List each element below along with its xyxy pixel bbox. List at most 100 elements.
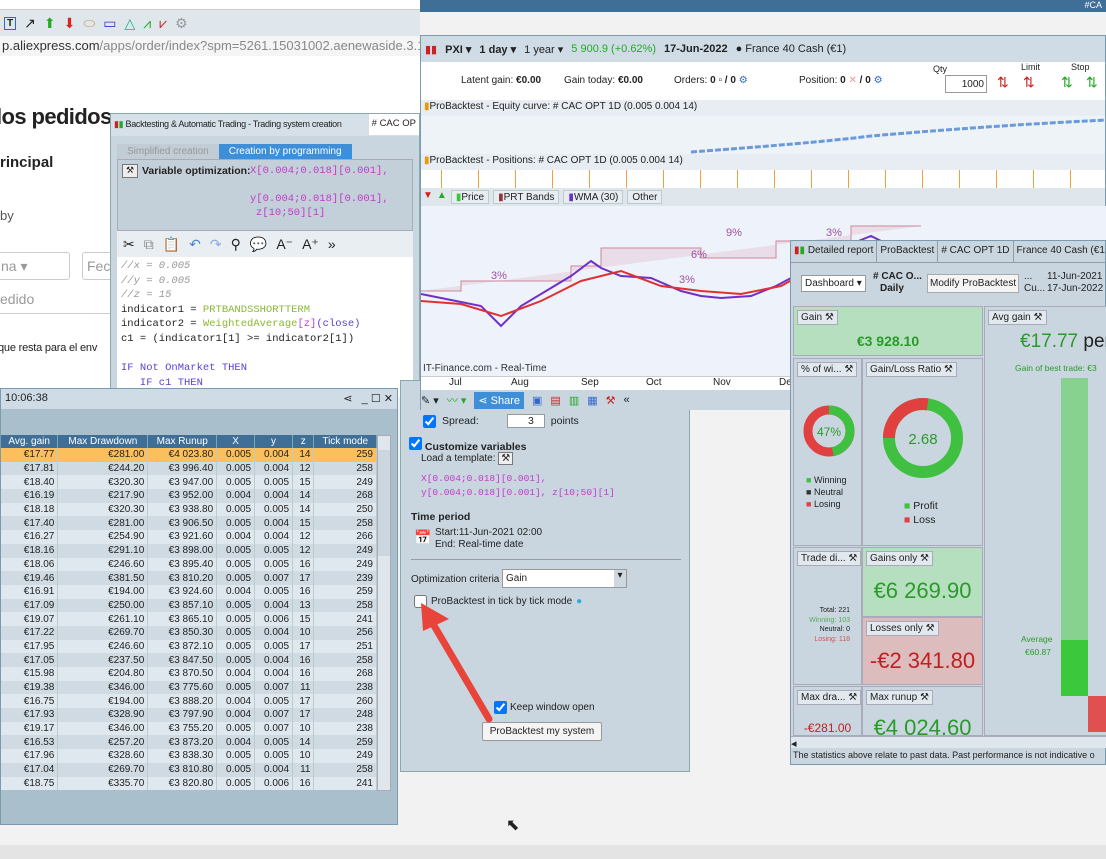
interval-select[interactable]: 1 day ▾ [479,43,517,56]
qty-input[interactable]: 1000 [945,75,987,93]
tab-detailed-report[interactable]: ▮▮ Detailed report [791,241,878,262]
legend-other[interactable]: Other [627,190,663,204]
tab-probacktest[interactable]: ProBacktest [877,241,939,262]
tab-cac[interactable]: #CA [1084,0,1102,10]
window-title-bar[interactable]: ▮▮ Backtesting & Automatic Trading - Tra… [111,114,419,136]
undo-icon[interactable]: ↶ [189,235,201,252]
table-row[interactable]: €15.98 €204.80 €3 870.50 0.004 0.004 16 268 [1,667,377,681]
table-row[interactable]: €18.18 €320.30 €3 938.80 0.005 0.005 14 250 [1,502,377,517]
table-row[interactable]: €18.06 €246.60 €3 895.40 0.005 0.005 16 249 [1,557,377,572]
more-icon[interactable]: » [327,236,336,252]
table-row[interactable]: €18.16 €291.10 €3 898.00 0.005 0.005 12 249 [1,543,377,558]
ticker-select[interactable]: PXI ▾ [445,43,472,56]
column-header[interactable]: Max Drawdown [57,435,149,448]
fan-tool-icon[interactable]: ⩗ [159,14,168,31]
channel-tool-icon[interactable]: ⩘ [143,14,152,31]
browser-search-bar[interactable] [0,0,420,10]
draw-pencil-icon[interactable]: ✎ ▾ [421,394,439,407]
criteria-select[interactable]: Gain ▾ [502,569,627,588]
share-icon[interactable]: ⋖ [343,393,353,405]
table-row[interactable]: €16.19 €217.90 €3 952.00 0.004 0.004 14 268 [1,489,377,503]
column-header[interactable]: z [292,435,315,448]
modify-probacktest-button[interactable]: Modify ProBacktest [927,274,1019,293]
column-header[interactable]: Tick mode [313,435,377,448]
triangle-tool-icon[interactable]: △ [124,14,136,31]
ellipse-tool-icon[interactable]: ⬭ [83,14,96,31]
tab-simplified-creation[interactable]: Simplified creation [117,144,219,159]
table-row[interactable]: €17.96 €328.60 €3 838.30 0.005 0.005 10 249 [1,749,377,763]
results-scrollbar[interactable] [377,435,391,791]
legend-price[interactable]: ▮Price [450,190,490,204]
wrench-icon[interactable]: ⚒ [122,164,138,178]
table-row[interactable]: €16.91 €194.00 €3 924.60 0.004 0.005 16 259 [1,584,377,599]
rectangle-tool-icon[interactable]: ▭ [103,14,117,31]
table-row[interactable]: €17.77 €281.00 €4 023.80 0.005 0.004 14 259 [1,448,377,462]
orders-icon[interactable]: ▥ [568,394,580,407]
backtest-icon[interactable]: ⚒ [605,394,616,407]
text-tool-icon[interactable]: T [4,16,17,30]
table-row[interactable]: €19.46 €381.50 €3 810.20 0.005 0.007 17 239 [1,571,377,585]
sell-arrow-icon[interactable]: ⬇ [63,14,76,31]
compare-icon[interactable]: ▦ [587,394,598,407]
table-row[interactable]: €17.22 €269.70 €3 850.30 0.005 0.004 10 256 [1,625,377,640]
keep-window-open-checkbox[interactable] [494,701,507,714]
info-bubble-icon[interactable]: ● [576,596,583,607]
table-row[interactable]: €17.09 €250.00 €3 857.10 0.005 0.004 13 258 [1,598,377,613]
chat-icon[interactable]: ▣ [532,394,543,407]
filter-select[interactable]: na ▾ [0,252,70,280]
redo-icon[interactable]: ↷ [209,235,222,252]
table-row[interactable]: €18.40 €320.30 €3 947.00 0.005 0.005 15 249 [1,475,377,490]
table-row[interactable]: €19.38 €346.00 €3 775.60 0.005 0.007 11 238 [1,680,377,695]
limit-buy-button[interactable]: ⇅ [997,74,1009,90]
probacktest-my-system-button[interactable]: ProBacktest my system [482,722,602,741]
table-row[interactable]: €17.40 €281.00 €3 906.50 0.005 0.004 15 258 [1,516,377,531]
address-bar[interactable]: p.aliexpress.com/apps/order/index?spm=52… [0,36,420,56]
tab-cac-opt[interactable]: # CAC OPT 1D [938,241,1014,262]
paste-icon[interactable]: 📋 [162,235,181,252]
report-icon[interactable]: ▤ [550,394,561,407]
position-gear-icon[interactable]: ⚙ [873,75,883,86]
calendar-icon[interactable]: 📅 [414,529,432,545]
table-row[interactable]: €18.75 €335.70 €3 820.80 0.005 0.006 16 241 [1,776,377,791]
spread-checkbox[interactable] [423,414,436,428]
stop-buy-button[interactable]: ⇅ [1061,74,1073,90]
table-row[interactable]: €19.07 €261.10 €3 865.10 0.005 0.006 15 241 [1,612,377,626]
dashboard-select[interactable]: Dashboard ▾ [801,275,866,292]
title-tab[interactable]: # CAC OP [368,114,419,135]
table-row[interactable]: €17.04 €269.70 €3 810.80 0.005 0.004 11 258 [1,762,377,777]
tab-creation-by-programming[interactable]: Creation by programming [218,144,352,159]
spread-input[interactable]: 3 [506,414,545,428]
report-scrollbar[interactable]: ◂ [791,736,1106,750]
column-header[interactable]: X [216,435,256,448]
table-row[interactable]: €16.27 €254.90 €3 921.60 0.004 0.004 12 266 [1,530,377,544]
tab-instrument[interactable]: France 40 Cash (€1) [1016,245,1106,256]
order-search-input[interactable]: edido [0,286,112,314]
table-row[interactable]: €17.81 €244.20 €3 996.40 0.005 0.004 12 258 [1,461,377,476]
legend-wma[interactable]: ▮WMA (30) [563,190,624,204]
orders-gear-icon[interactable]: ⚙ [738,75,748,86]
table-row[interactable]: €19.17 €346.00 €3 755.20 0.005 0.007 10 238 [1,721,377,736]
cut-icon[interactable]: ✂ [123,235,135,252]
column-header[interactable]: Max Runup [147,435,218,448]
stop-sell-button[interactable]: ⇅ [1086,74,1098,90]
customize-variables-checkbox[interactable] [409,437,422,450]
font-increase-icon[interactable]: A⁺ [302,235,319,252]
minimize-icon[interactable]: _ [361,393,368,405]
collapse-icon[interactable]: ▼ [423,190,433,201]
table-row[interactable]: €16.53 €257.20 €3 873.20 0.004 0.005 14 259 [1,735,377,750]
maximize-icon[interactable]: ☐ [370,393,381,405]
share-button[interactable]: ⋖ Share [474,391,525,409]
code-editor[interactable]: //x = 0.005//y = 0.005//z = 15 indicator1… [117,257,413,397]
range-select[interactable]: 1 year ▾ [524,43,564,56]
close-icon[interactable]: ✕ [383,393,393,405]
table-row[interactable]: €17.05 €237.50 €3 847.50 0.005 0.004 16 258 [1,653,377,667]
column-header[interactable]: y [254,435,294,448]
template-wrench-icon[interactable]: ⚒ [498,452,514,465]
table-row[interactable]: €17.95 €246.60 €3 872.10 0.005 0.005 17 251 [1,639,377,654]
font-decrease-icon[interactable]: A⁻ [276,235,294,252]
comment-icon[interactable]: 💬 [249,235,268,252]
limit-sell-button[interactable]: ⇅ [1023,74,1035,90]
indicators-icon[interactable]: 〰 ▾ [446,395,467,407]
search-icon[interactable]: ⚲ [230,235,241,252]
copy-icon[interactable]: ⧉ [143,235,154,252]
